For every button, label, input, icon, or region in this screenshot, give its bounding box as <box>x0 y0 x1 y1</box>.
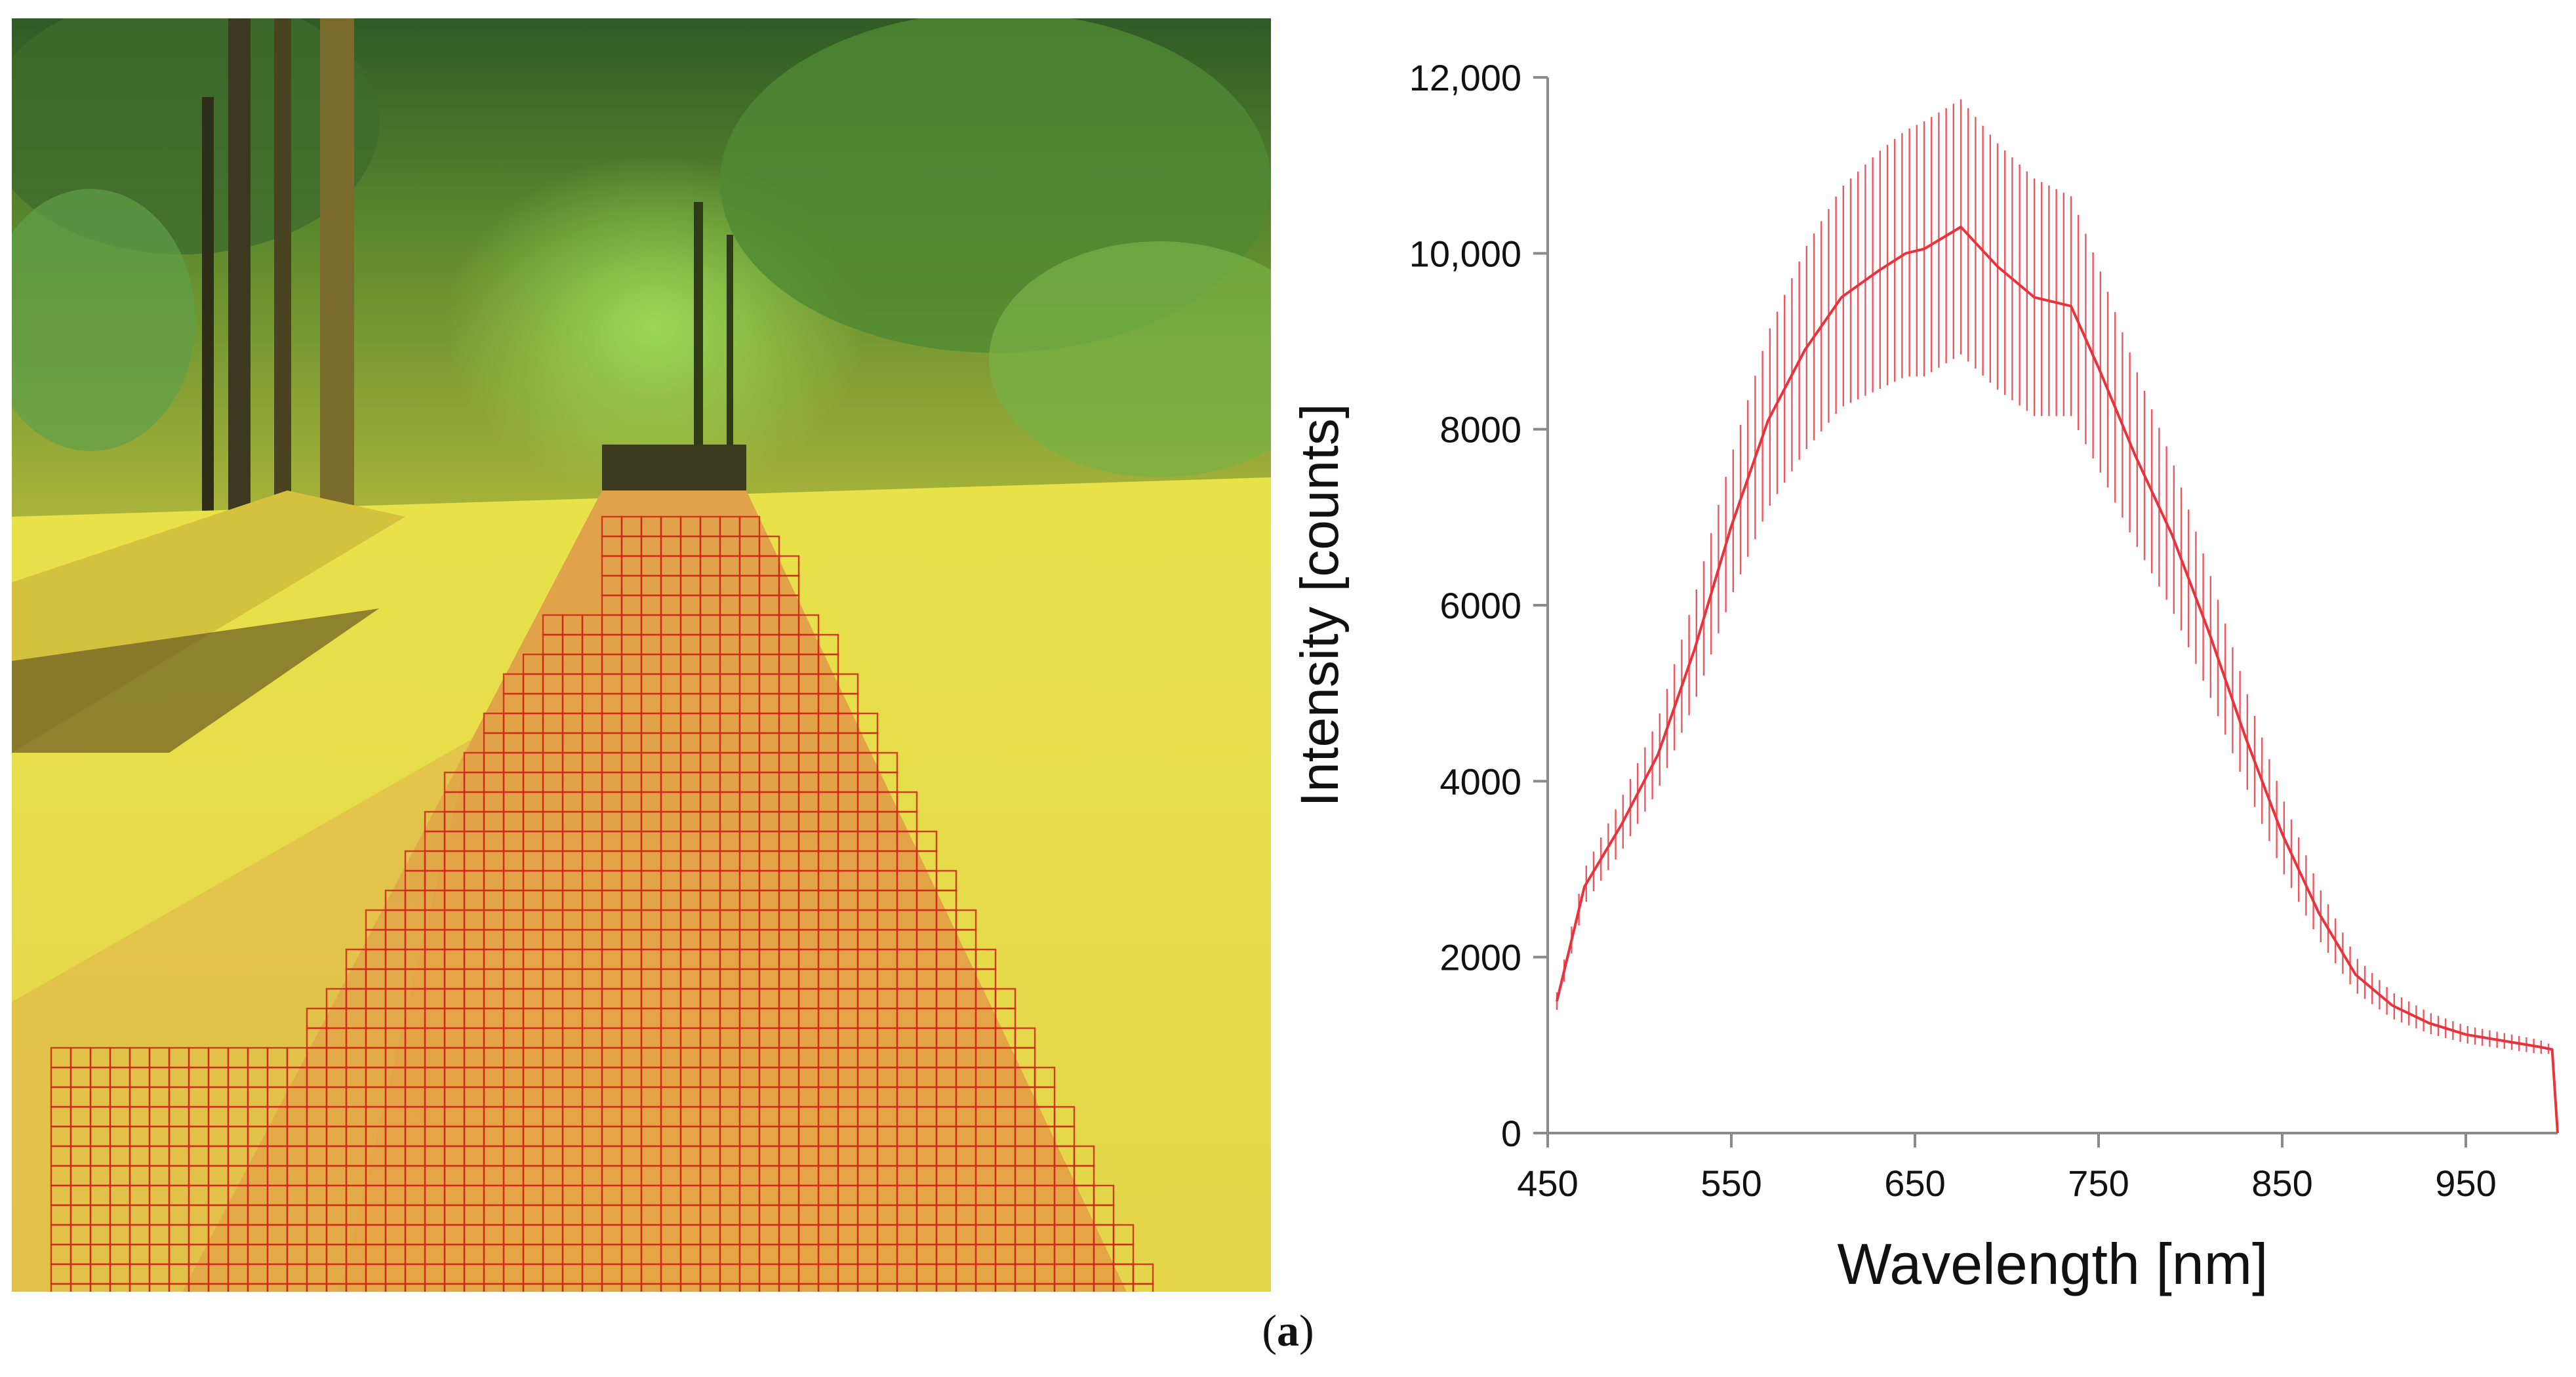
grid-cell <box>1132 1283 1154 1292</box>
grid-cell <box>148 1283 171 1292</box>
grid-cell <box>247 1283 269 1292</box>
grid-cell <box>1014 1283 1036 1292</box>
grid-cell <box>719 1283 741 1292</box>
grid-cell <box>168 1283 190 1292</box>
grid-cell <box>207 1283 230 1292</box>
grid-cell <box>404 1283 426 1292</box>
grid-cell <box>227 1283 249 1292</box>
y-tick-label: 0 <box>1501 1113 1521 1154</box>
tree-trunk <box>202 97 214 595</box>
y-tick-label: 2000 <box>1439 937 1521 978</box>
grid-cell <box>502 1283 525 1292</box>
grid-cell <box>561 1283 584 1292</box>
forest-path-photo <box>12 18 1271 1292</box>
grid-cell <box>601 1283 623 1292</box>
grid-cell <box>916 1283 938 1292</box>
figure-caption: (a) <box>1262 1306 1314 1355</box>
grid-cell <box>424 1283 446 1292</box>
tree-trunk <box>727 235 733 464</box>
grid-cell <box>837 1283 859 1292</box>
grid-cell <box>463 1283 485 1292</box>
grid-cell <box>896 1283 918 1292</box>
tree-trunk <box>228 18 251 595</box>
grid-cell <box>856 1283 879 1292</box>
grid-cell <box>679 1283 702 1292</box>
y-tick-label: 12,000 <box>1409 57 1521 98</box>
grid-cell <box>50 1283 72 1292</box>
grid-cell <box>935 1283 957 1292</box>
y-tick-label: 10,000 <box>1409 233 1521 274</box>
y-axis: 0 2000 4000 6000 8000 10,000 12,000 <box>1409 57 1549 1154</box>
grid-cell <box>483 1283 505 1292</box>
grid-cell <box>797 1283 820 1292</box>
grid-cell <box>129 1283 151 1292</box>
tree-trunk <box>694 202 703 464</box>
tree-trunk <box>274 18 291 582</box>
grid-cell <box>620 1283 643 1292</box>
grid-cell <box>345 1283 367 1292</box>
grid-cell <box>876 1283 898 1292</box>
grid-cell <box>522 1283 544 1292</box>
grid-cell <box>778 1283 800 1292</box>
grid-cell <box>640 1283 662 1292</box>
grid-cell <box>1093 1283 1115 1292</box>
grid-cell <box>365 1283 387 1292</box>
x-tick-label: 850 <box>2251 1163 2312 1204</box>
x-tick-label: 650 <box>1884 1163 1945 1204</box>
grid-cell <box>109 1283 131 1292</box>
grid-cell <box>817 1283 839 1292</box>
grid-cell <box>384 1283 407 1292</box>
grid-cell <box>325 1283 348 1292</box>
x-axis-label: Wavelength [nm] <box>1837 1231 2268 1296</box>
grid-cell <box>443 1283 466 1292</box>
grid-cell <box>955 1283 977 1292</box>
grid-cell <box>660 1283 682 1292</box>
series-layer <box>1556 226 2559 1134</box>
grid-cell <box>738 1283 761 1292</box>
grid-cell <box>542 1283 564 1292</box>
red-grid-overlay <box>50 515 1154 1292</box>
shadow-patch <box>12 609 379 753</box>
grid-cell <box>1053 1283 1076 1292</box>
grid-cell <box>70 1283 92 1292</box>
grid-cell <box>1034 1283 1056 1292</box>
grid-cell <box>1112 1283 1135 1292</box>
grid-cell <box>306 1283 328 1292</box>
x-tick-label: 950 <box>2435 1163 2496 1204</box>
tree-trunk <box>320 18 354 569</box>
y-tick-label: 4000 <box>1439 761 1521 802</box>
grid-cell <box>975 1283 997 1292</box>
y-tick-label: 8000 <box>1439 409 1521 450</box>
error-bars <box>1556 99 2550 1054</box>
grid-cell <box>994 1283 1016 1292</box>
y-axis-label: Intensity [counts] <box>1290 403 1350 807</box>
chart-canvas: 0 2000 4000 6000 8000 10,000 12,000 450 550 650 7… <box>1290 57 2559 1296</box>
spectrum-chart: 0 2000 4000 6000 8000 10,000 12,000 450 550 650 7… <box>1285 39 2576 1298</box>
series-line-mean-intensity <box>1556 226 2559 1134</box>
grid-cell <box>1073 1283 1095 1292</box>
x-tick-label: 750 <box>2068 1163 2129 1204</box>
path-edge-left <box>12 740 471 1292</box>
y-tick-label: 6000 <box>1439 585 1521 626</box>
grid-cell <box>266 1283 289 1292</box>
grid-cell <box>581 1283 603 1292</box>
foliage-right-bright <box>989 241 1271 477</box>
x-tick-label: 450 <box>1517 1163 1578 1204</box>
x-tick-label: 550 <box>1701 1163 1761 1204</box>
grid-cell <box>699 1283 721 1292</box>
grid-cell <box>188 1283 210 1292</box>
grid-cell <box>286 1283 308 1292</box>
foliage-left-bright <box>12 189 195 451</box>
grid-cell <box>758 1283 780 1292</box>
caption-label: a <box>1277 1306 1299 1355</box>
grid-cell <box>89 1283 111 1292</box>
x-axis: 450 550 650 750 850 950 <box>1517 1132 2558 1204</box>
photo-canvas <box>12 18 1271 1292</box>
